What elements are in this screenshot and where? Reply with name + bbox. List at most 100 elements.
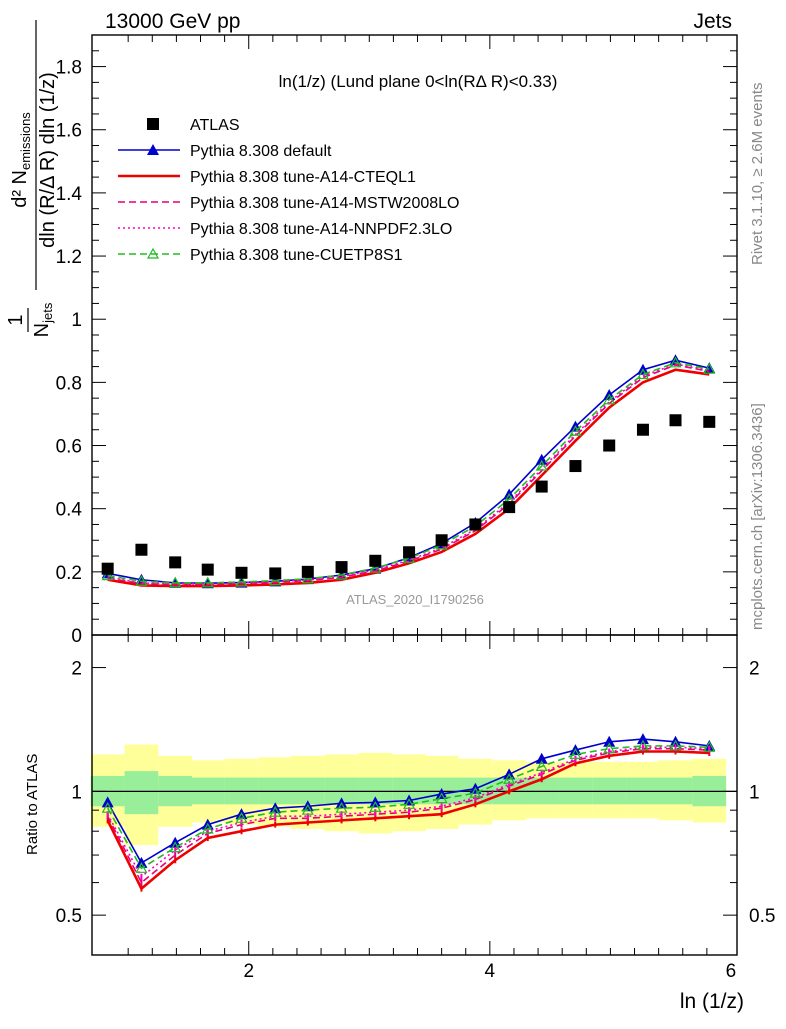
plot-title: ln(1/z) (Lund plane 0<ln(RΔ R)<0.33) <box>279 72 558 91</box>
series-line <box>107 363 710 585</box>
data-point <box>435 534 448 547</box>
process-label: Jets <box>693 10 732 33</box>
data-point <box>569 460 582 473</box>
ratio-point <box>603 742 616 754</box>
data-point <box>169 576 182 588</box>
legend-entry: Pythia 8.308 tune-A14-CTEQL1 <box>118 169 416 186</box>
x-tick-label: 4 <box>485 961 496 982</box>
series-pythia-8-308-tune-a14-cteql1 <box>107 368 710 588</box>
data-point <box>301 565 314 578</box>
legend-entry: Pythia 8.308 tune-A14-MSTW2008LO <box>118 195 459 212</box>
ratio-point <box>235 812 248 823</box>
legend-entry: Pythia 8.308 tune-CUETP8S1 <box>118 247 403 264</box>
ratio-point <box>435 792 448 804</box>
svg-text:d² Nemissions: d² Nemissions <box>9 112 33 208</box>
data-point <box>535 453 548 465</box>
data-point <box>235 575 248 587</box>
data-point <box>301 572 314 584</box>
x-tick-label: 6 <box>726 961 737 982</box>
ratio-point <box>369 800 382 812</box>
ratio-plot: 2 4 6 0.5 0.5 1 1 2 2 <box>56 634 775 982</box>
y-tick-label: 0.8 <box>56 373 82 394</box>
ratio-point <box>703 741 716 752</box>
mcplots-label: mcplots.cern.ch [arXiv:1306.3436] <box>749 403 766 630</box>
ratio-point <box>101 801 114 813</box>
legend-entry: Pythia 8.308 tune-A14-NNPDF2.3LO <box>118 221 452 238</box>
uncertainty-bands <box>90 744 727 846</box>
y-tick-label: 0 <box>71 626 82 647</box>
legend-marker <box>147 144 159 155</box>
ratio-y-tick-label: 0.5 <box>56 906 82 927</box>
ratio-y-tick-label-right: 1 <box>749 782 760 803</box>
data-point <box>669 356 682 368</box>
ratio-y-tick-label-right: 2 <box>749 659 760 680</box>
data-point <box>135 575 148 586</box>
data-point <box>101 569 114 581</box>
y-tick-label: 0.2 <box>56 563 82 584</box>
legend-label: ATLAS <box>190 117 240 134</box>
main-y-axis-label: 1 Njets d² Nemissions dln (R/Δ R) dln (1… <box>5 20 59 337</box>
data-point <box>101 562 114 575</box>
ratio-point <box>101 796 114 808</box>
data-point <box>669 414 682 427</box>
ratio-point <box>335 801 348 813</box>
data-point <box>169 556 182 569</box>
series-line <box>107 368 710 588</box>
data-point <box>235 566 248 579</box>
ratio-plot-frame <box>91 634 738 956</box>
legend-label: Pythia 8.308 tune-A14-MSTW2008LO <box>190 195 459 212</box>
legend-entry: Pythia 8.308 default <box>118 143 332 160</box>
y-tick-label: 0.4 <box>56 500 83 521</box>
data-point <box>269 567 282 580</box>
data-point <box>201 576 214 588</box>
ratio-point <box>503 773 516 784</box>
series-atlas <box>101 414 716 580</box>
data-point <box>535 459 548 471</box>
ratio-point <box>603 735 616 747</box>
data-point <box>469 518 482 531</box>
data-point <box>335 568 348 580</box>
data-point <box>603 393 616 405</box>
data-point <box>636 423 649 436</box>
ratio-y-tick-label: 1 <box>71 782 82 803</box>
legend-label: Pythia 8.308 tune-A14-CTEQL1 <box>190 169 416 186</box>
ratio-point <box>535 752 548 764</box>
ratio-point <box>269 805 282 817</box>
data-point <box>569 425 582 436</box>
ratio-point <box>301 803 314 815</box>
inner-band-bin <box>124 771 159 815</box>
data-point <box>636 368 649 380</box>
data-point <box>535 480 548 493</box>
data-point <box>403 546 416 559</box>
data-point <box>135 543 148 556</box>
ratio-point <box>535 760 548 771</box>
ratio-point <box>169 841 182 853</box>
svg-text:1: 1 <box>5 314 27 325</box>
ratio-point <box>669 739 682 751</box>
svg-text:dln (R/Δ R) dln (1/z): dln (R/Δ R) dln (1/z) <box>37 72 59 248</box>
main-plot-frame <box>91 34 738 636</box>
data-point <box>603 439 616 452</box>
legend-label: Pythia 8.308 tune-CUETP8S1 <box>190 247 403 264</box>
data-point <box>335 561 348 574</box>
data-point <box>703 362 716 374</box>
x-axis-label: ln (1/z) <box>680 990 744 1013</box>
data-point <box>269 574 282 586</box>
rivet-label: Rivet 3.1.10, ≥ 2.6M events <box>749 83 766 266</box>
y-tick-label: 0.6 <box>56 437 82 458</box>
ratio-point <box>469 786 482 798</box>
energy-label: 13000 GeV pp <box>105 10 240 33</box>
data-point <box>369 554 382 567</box>
legend-label: Pythia 8.308 default <box>190 143 332 160</box>
ratio-point <box>135 862 148 873</box>
ratio-point <box>403 798 416 809</box>
y-tick-label: 1.4 <box>56 184 83 205</box>
legend-entry: ATLAS <box>147 117 240 134</box>
x-tick-label: 2 <box>243 961 254 982</box>
ratio-point <box>636 739 649 751</box>
ratio-y-tick-label-right: 0.5 <box>749 906 775 927</box>
series-pythia-8-308-tune-a14-nnpdf2-3lo <box>107 363 710 585</box>
y-tick-label: 1 <box>71 310 82 331</box>
